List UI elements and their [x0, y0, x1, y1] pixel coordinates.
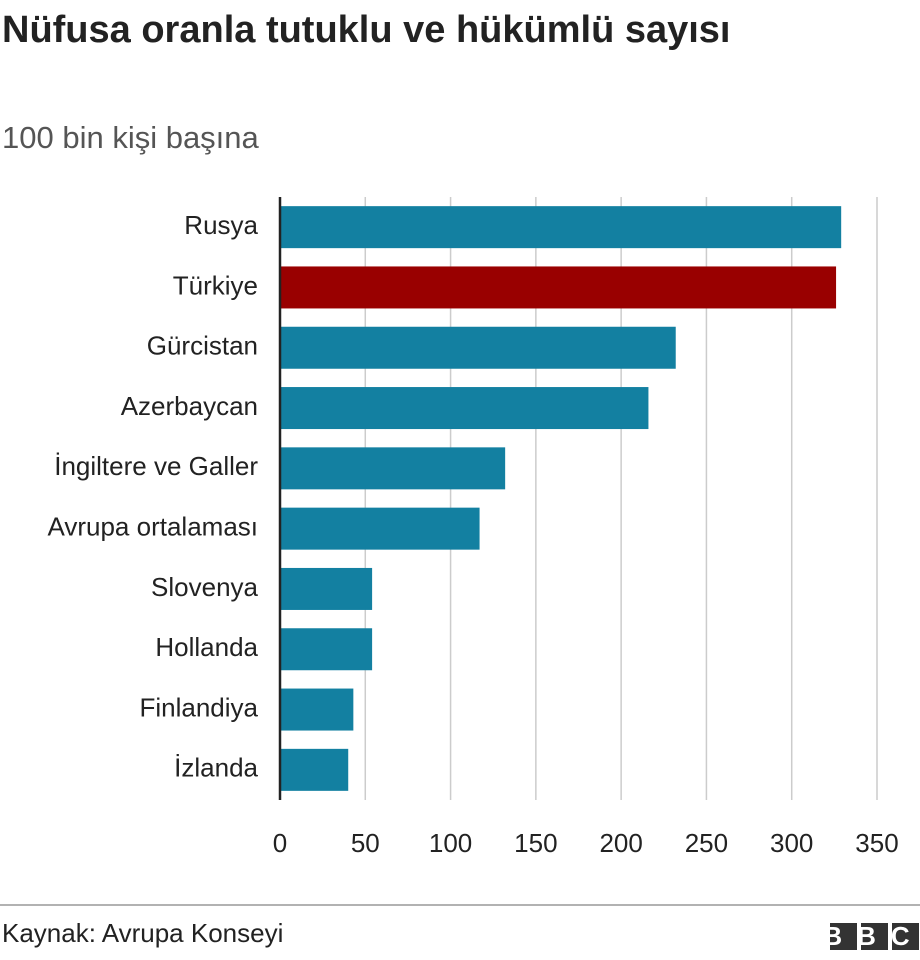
logo-box	[830, 923, 857, 950]
bar	[280, 748, 349, 791]
chart-subtitle: 100 bin kişi başına	[2, 120, 259, 155]
y-tick-label: Avrupa ortalaması	[47, 512, 258, 542]
bar	[280, 567, 373, 610]
logo-box	[892, 923, 919, 950]
x-tick-label: 200	[599, 828, 642, 858]
bar	[280, 326, 676, 369]
bar	[280, 266, 837, 309]
bar	[280, 447, 506, 490]
y-tick-label: Türkiye	[173, 270, 258, 300]
bar	[280, 688, 354, 731]
source: Kaynak: Avrupa Konseyi	[2, 918, 283, 948]
x-tick-label: 250	[685, 828, 728, 858]
chart-title: Nüfusa oranla tutuklu ve hükümlü sayısı	[2, 9, 731, 51]
logo: BBC	[823, 921, 920, 951]
x-tick-label: 0	[273, 828, 287, 858]
x-tick-label: 100	[429, 828, 472, 858]
y-tick-label: İngiltere ve Galler	[54, 451, 258, 481]
bar	[280, 206, 842, 249]
bar	[280, 387, 649, 430]
y-tick-label: Slovenya	[151, 572, 258, 602]
logo-box	[861, 923, 888, 950]
bar	[280, 628, 373, 671]
y-tick-label: İzlanda	[174, 753, 258, 783]
x-tick-label: 350	[855, 828, 898, 858]
y-tick-label: Finlandiya	[139, 692, 258, 722]
y-tick-label: Gürcistan	[147, 331, 258, 361]
x-tick-label: 300	[770, 828, 813, 858]
x-tick-label: 50	[351, 828, 380, 858]
y-tick-label: Hollanda	[155, 632, 258, 662]
bar	[280, 507, 480, 550]
y-tick-label: Rusya	[184, 210, 258, 240]
y-tick-label: Azerbaycan	[121, 391, 258, 421]
x-tick-label: 150	[514, 828, 557, 858]
